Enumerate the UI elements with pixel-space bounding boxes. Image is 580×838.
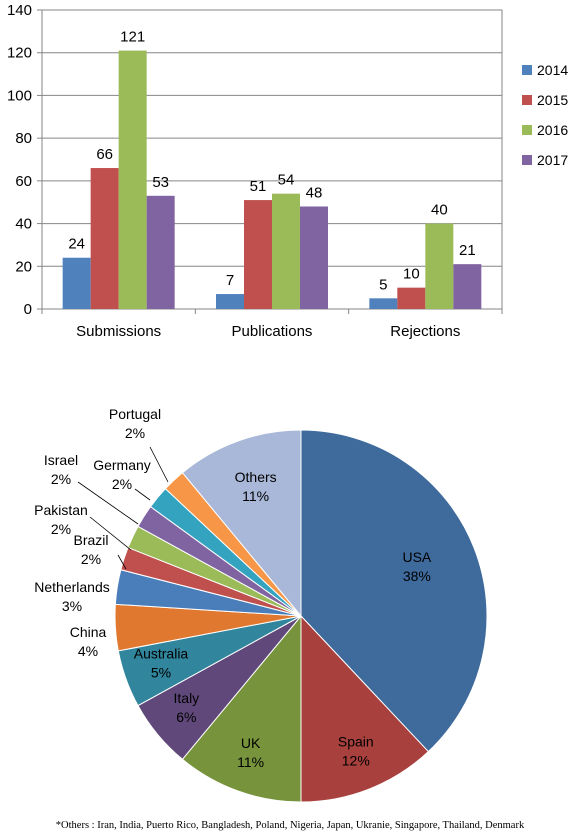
legend-swatch <box>522 155 532 165</box>
slice-percent: 38% <box>403 568 431 584</box>
y-tick-label: 80 <box>15 130 32 147</box>
bar <box>425 223 454 309</box>
slice-label: China <box>70 624 107 640</box>
pie-slice <box>181 429 302 618</box>
pie-slice <box>300 429 488 753</box>
pie-slice <box>300 614 430 803</box>
slice-label: USA <box>402 549 431 565</box>
bar-chart: 0 20 40 60 80 100 120 140 24 66 121 53 Submissions 7 5… <box>7 2 568 340</box>
data-label: 21 <box>459 242 476 259</box>
y-tick-label: 60 <box>15 173 32 190</box>
slice-label: Germany <box>93 457 151 473</box>
bar <box>272 193 300 309</box>
data-label: 7 <box>226 272 234 289</box>
bar <box>62 257 91 309</box>
slice-label: Brazil <box>73 532 108 548</box>
y-tick-label: 100 <box>7 87 32 104</box>
slice-label: Australia <box>134 645 189 661</box>
data-label: 40 <box>431 202 448 219</box>
data-label: 24 <box>68 236 85 253</box>
bar <box>453 264 482 309</box>
slice-percent: 5% <box>151 664 171 680</box>
y-tick-label: 20 <box>15 258 32 275</box>
slice-label: Italy <box>174 690 200 706</box>
data-label: 48 <box>306 184 323 201</box>
legend-swatch <box>522 125 532 135</box>
bar <box>244 200 272 309</box>
pie-chart: USA 38% Spain 12% UK 11% Italy 6% Australia 5% Chi… <box>34 406 488 803</box>
data-label: 66 <box>96 146 113 163</box>
y-tick-label: 40 <box>15 216 32 233</box>
legend-swatch <box>522 65 532 75</box>
bar <box>118 50 147 309</box>
slice-percent: 2% <box>51 471 71 487</box>
slice-percent: 3% <box>62 598 82 614</box>
slice-percent: 2% <box>125 425 145 441</box>
bar <box>397 287 426 309</box>
data-label: 121 <box>120 29 145 46</box>
bar <box>369 298 398 309</box>
pie-footnote: *Others : Iran, India, Puerto Rico, Bang… <box>55 820 525 831</box>
slice-percent: 2% <box>51 521 71 537</box>
slice-percent: 12% <box>342 752 370 768</box>
slice-percent: 11% <box>237 754 264 770</box>
category-label: Publications <box>232 323 313 340</box>
legend-swatch <box>522 95 532 105</box>
legend-label: 2014 <box>537 62 568 78</box>
slice-label: Pakistan <box>34 502 88 518</box>
leader-line <box>149 446 169 483</box>
slice-percent: 2% <box>112 476 132 492</box>
slice-label: Israel <box>44 452 78 468</box>
y-tick-label: 120 <box>7 45 32 62</box>
category-label: Submissions <box>76 323 161 340</box>
slice-percent: 4% <box>78 643 98 659</box>
data-label: 10 <box>403 266 420 283</box>
slice-label: Spain <box>338 733 374 749</box>
slice-label: Others <box>235 469 277 485</box>
slice-percent: 2% <box>81 551 101 567</box>
bar <box>90 168 119 309</box>
slice-label: Portugal <box>109 406 161 422</box>
slice-percent: 6% <box>176 709 196 725</box>
data-label: 54 <box>278 172 295 189</box>
slice-percent: 11% <box>242 488 269 504</box>
leader-line <box>117 554 127 570</box>
y-tick-label: 140 <box>7 2 32 19</box>
category-label: Rejections <box>390 323 460 340</box>
bar <box>216 294 244 309</box>
bar <box>300 206 328 309</box>
data-label: 5 <box>379 276 387 293</box>
leader-line <box>134 488 151 501</box>
y-tick-label: 0 <box>24 301 32 318</box>
slice-label: Netherlands <box>34 579 110 595</box>
legend-label: 2015 <box>537 92 568 108</box>
bar <box>146 195 175 309</box>
leader-line <box>89 516 132 551</box>
pie-slice <box>181 614 302 803</box>
leader-line <box>77 481 139 525</box>
legend-label: 2016 <box>537 122 568 138</box>
data-label: 51 <box>250 178 267 195</box>
legend-label: 2017 <box>537 152 568 168</box>
data-label: 53 <box>152 174 169 191</box>
slice-label: UK <box>241 735 261 751</box>
